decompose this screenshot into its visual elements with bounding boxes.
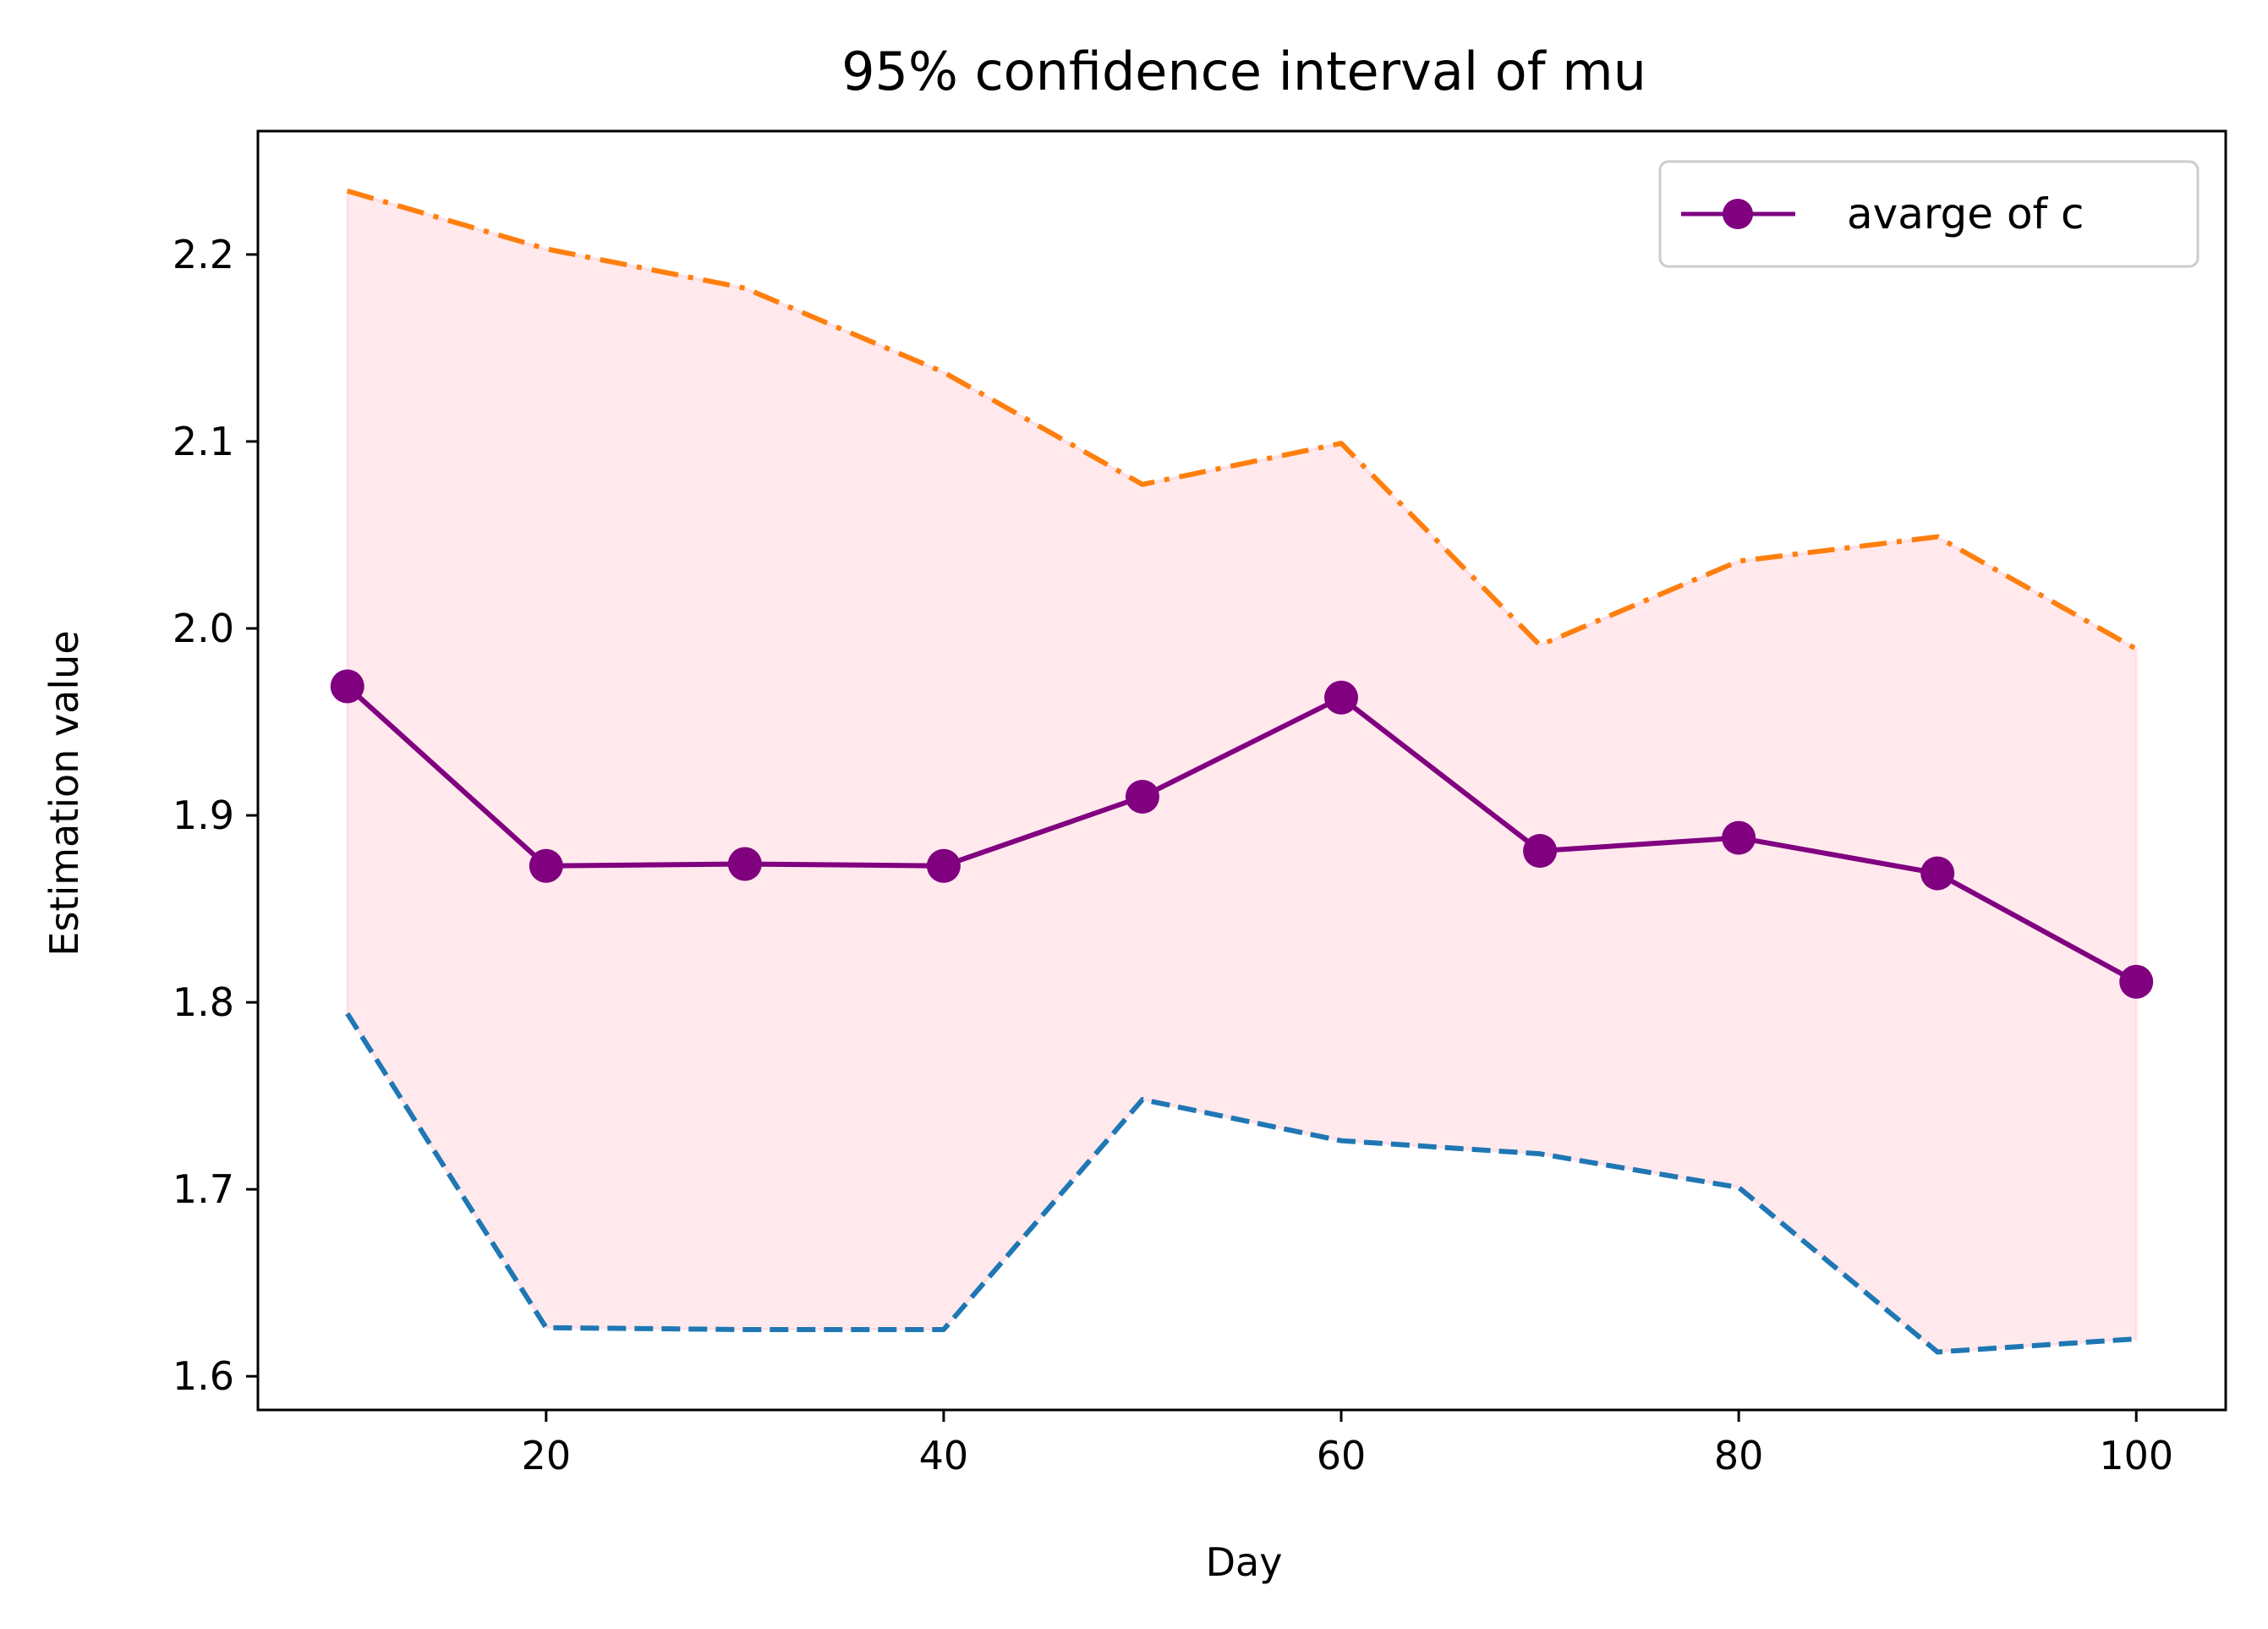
axis-ticks: 20 40 60 80 100 1.6 1.7 1.8 1.9 2.0 2.1 2.2 (173, 232, 2173, 1478)
mean-point (1920, 856, 1955, 891)
y-tick-label: 2.2 (173, 232, 234, 277)
chart-title: 95% confidence interval of mu (841, 41, 1646, 102)
y-tick-label: 1.7 (173, 1166, 234, 1212)
y-tick-label: 1.6 (173, 1353, 234, 1399)
mean-point (529, 848, 563, 883)
upper-bound-line (346, 188, 2138, 651)
mean-point (1125, 779, 1159, 814)
x-tick-label: 80 (1714, 1433, 1764, 1478)
mean-point (1324, 680, 1359, 715)
mean-point (330, 669, 364, 704)
y-tick-label: 2.1 (173, 419, 234, 464)
mean-point (2119, 964, 2154, 999)
legend-dot-marker (1723, 199, 1753, 229)
x-axis-label: Day (1206, 1539, 1283, 1585)
x-tick-label: 20 (522, 1433, 572, 1478)
mean-line (345, 684, 2138, 985)
x-tick-label: 100 (2099, 1433, 2173, 1478)
plot-area (330, 188, 2154, 1355)
y-tick-label: 1.8 (173, 979, 234, 1025)
mean-point (926, 848, 961, 883)
lower-bound-line (345, 1012, 2137, 1355)
axes-frame (256, 129, 2227, 1412)
mean-point (727, 847, 762, 881)
mean-point (1722, 820, 1756, 855)
y-tick-label: 1.9 (173, 793, 234, 838)
y-tick-label: 2.0 (173, 606, 234, 651)
x-tick-label: 60 (1317, 1433, 1367, 1478)
legend: avarge of c (1658, 160, 2200, 268)
mean-point (1523, 834, 1558, 869)
y-axis-label: Estimation value (41, 630, 87, 956)
legend-label: avarge of c (1847, 189, 2084, 239)
legend-box (1658, 160, 2200, 268)
x-tick-label: 40 (919, 1433, 969, 1478)
